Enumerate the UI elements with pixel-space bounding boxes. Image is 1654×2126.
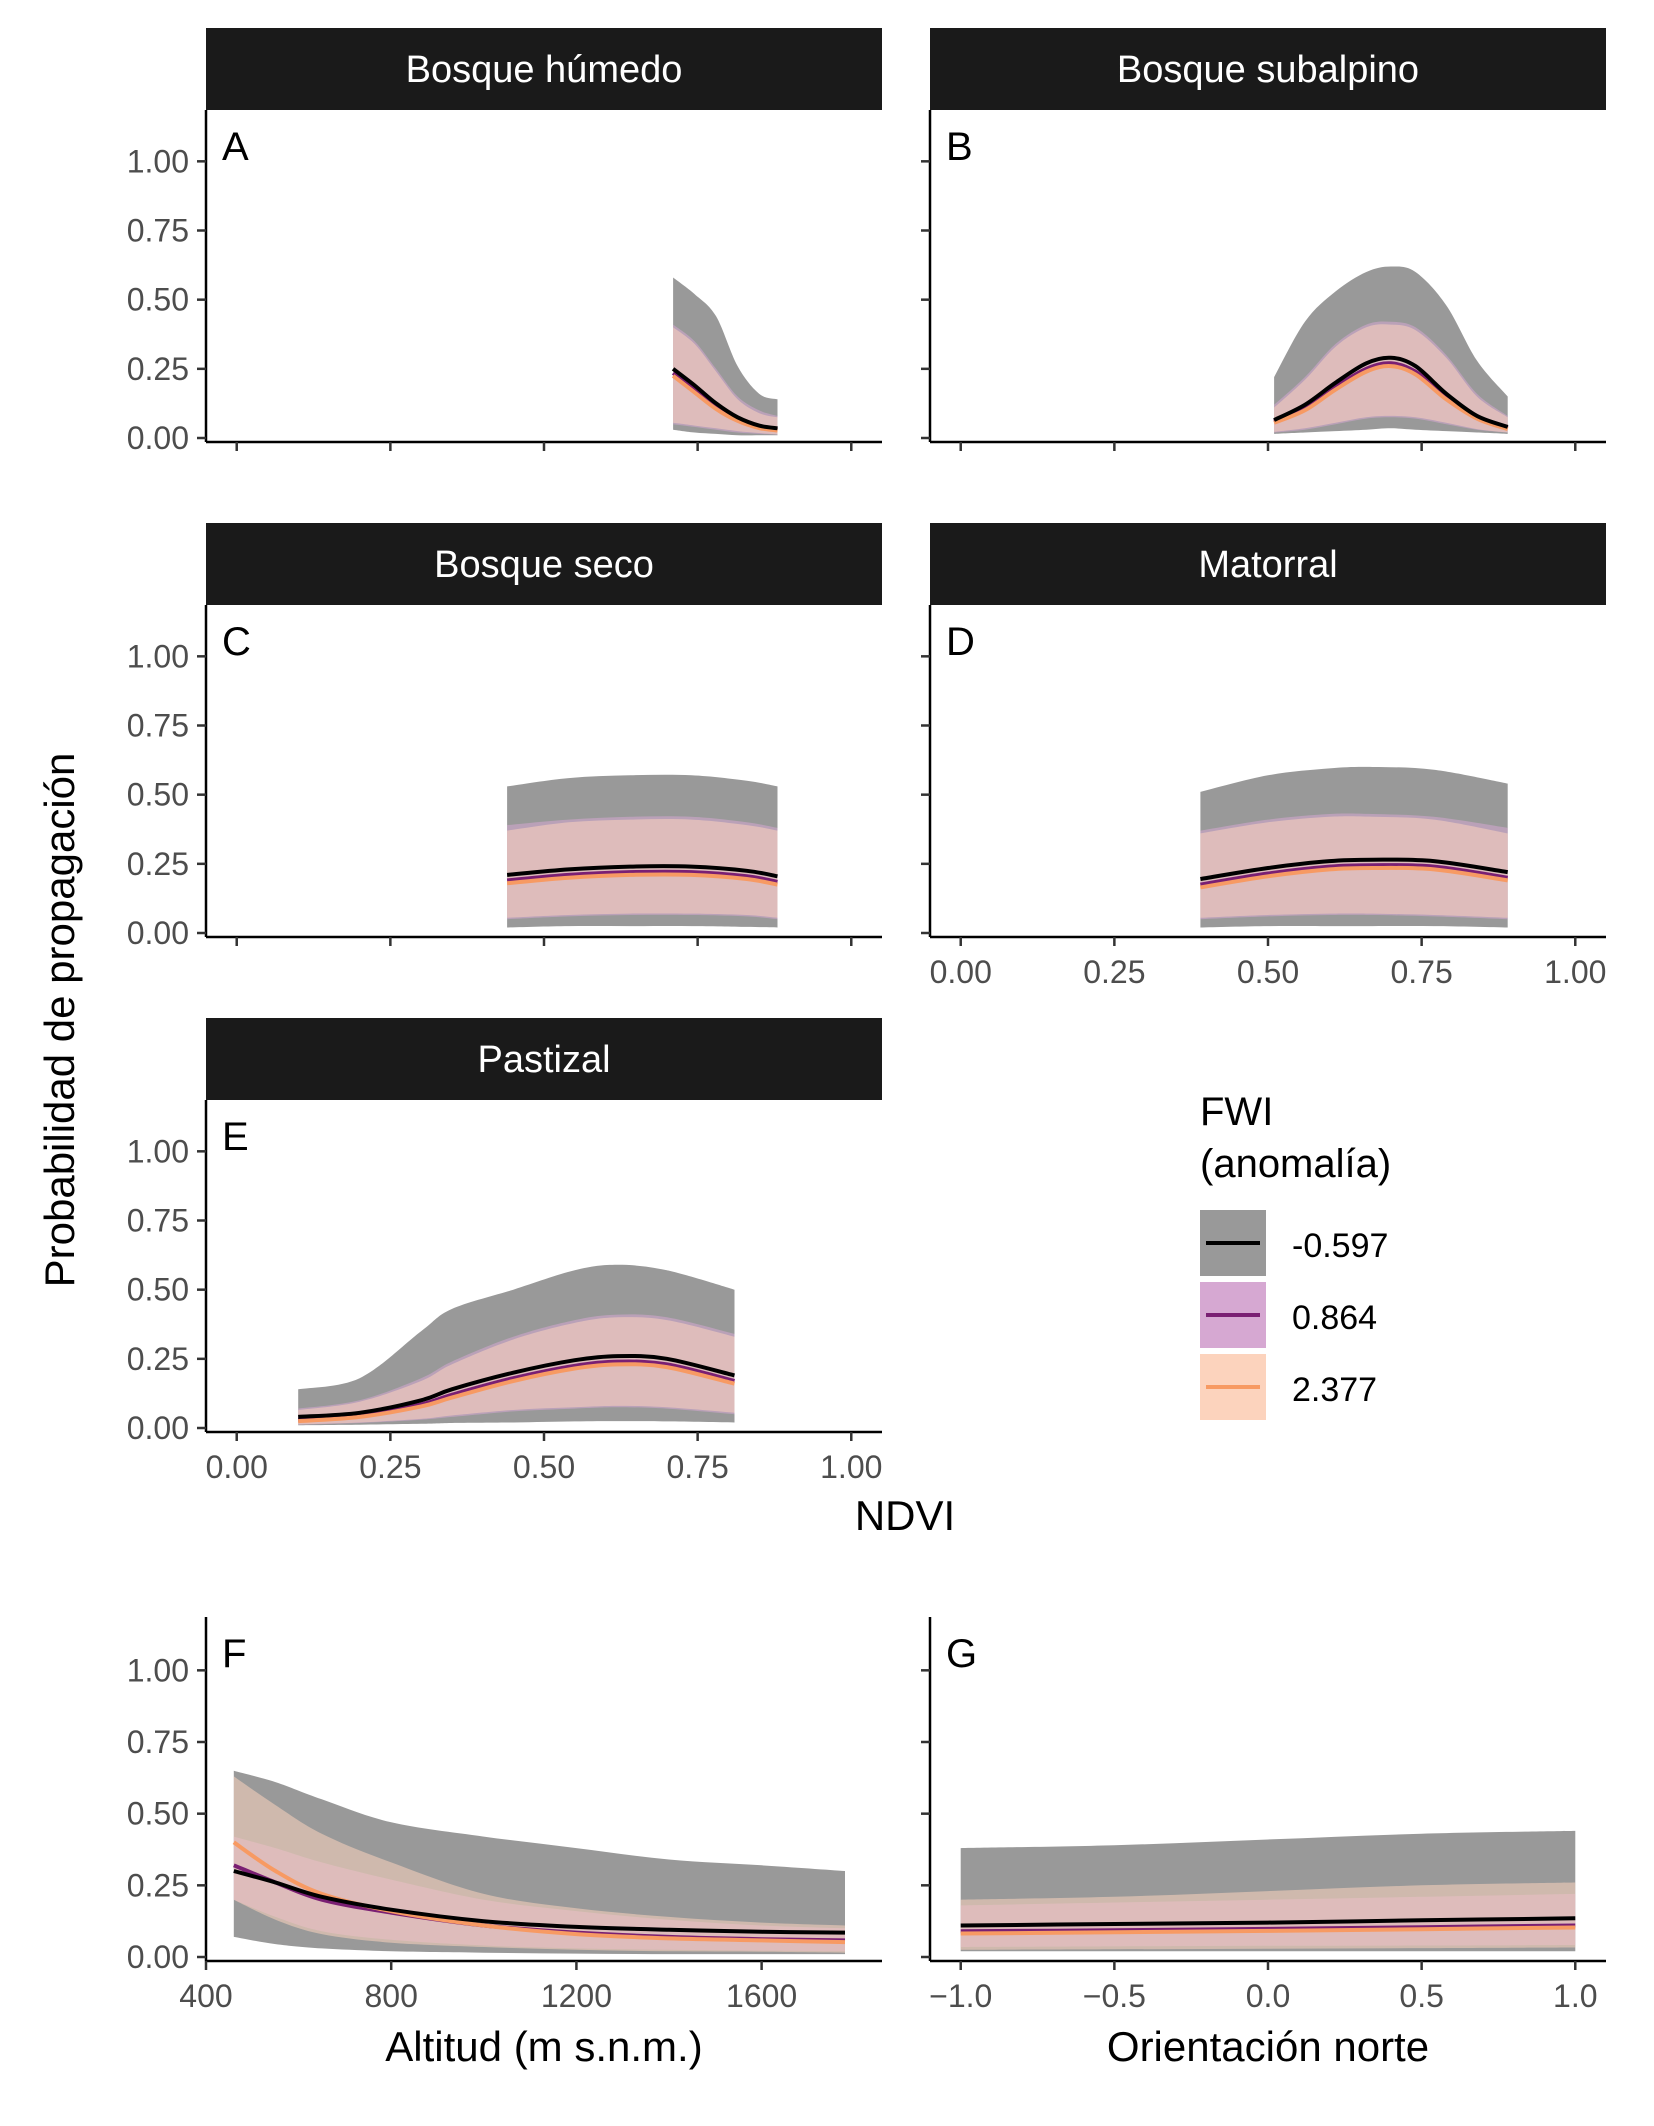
x-tick-label: 1200 — [541, 1978, 612, 2014]
line-2.377 — [298, 1362, 735, 1424]
line--0.597 — [233, 1869, 846, 1935]
panel-b: Bosque subalpino B — [921, 28, 1606, 451]
panel-tag: E — [222, 1115, 249, 1159]
x-tick-label: 1.00 — [1544, 954, 1606, 990]
line-2.377 — [1200, 865, 1508, 890]
strip-background — [206, 28, 882, 110]
panel-f: 0.00 0.25 0.50 0.75 1.00 400 800 1200 1600 F Altit… — [127, 1617, 882, 2070]
legend-title-line-2: (anomalía) — [1200, 1142, 1391, 1186]
y-tick-label: 0.50 — [127, 777, 189, 813]
line-2.377 — [506, 872, 778, 887]
strip-title: Matorral — [1198, 544, 1337, 586]
strip-background — [930, 523, 1606, 605]
x-tick-label: 0.50 — [1237, 954, 1299, 990]
legend-label-3: 2.377 — [1292, 1371, 1377, 1409]
ndvi-axis-title: NDVI — [855, 1492, 955, 1539]
ribbon-2.377 — [673, 327, 778, 435]
panel-tag: C — [222, 620, 251, 664]
y-tick-label: 0.25 — [127, 1867, 189, 1903]
panel-tag: G — [946, 1632, 977, 1676]
y-tick-label: 0.00 — [127, 1410, 189, 1446]
line-0.864 — [506, 869, 778, 884]
line-2.377 — [232, 1840, 846, 1945]
legend-keys — [1200, 1210, 1266, 1420]
x-tick-label: 0.25 — [1083, 954, 1145, 990]
panel-tag: F — [222, 1632, 246, 1676]
line--0.597 — [298, 1353, 735, 1419]
panel-a: Bosque húmedo 0.00 0.25 0.50 0.75 1.00 A — [127, 28, 882, 456]
y-tick-label: 0.00 — [127, 420, 189, 456]
panel-g: −1.0 −0.5 0.0 0.5 1.0 G Orientación norte — [921, 1617, 1606, 2070]
panel-e: Pastizal 0.00 0.25 0.50 0.75 1.00 0.00 0.25 0.50… — [127, 1018, 882, 1485]
x-tick-label: −1.0 — [929, 1978, 992, 2014]
strip-background — [930, 28, 1606, 110]
x-tick-label: 800 — [365, 1978, 418, 2014]
line-2.377 — [1273, 364, 1509, 432]
ribbon-2.377 — [1274, 324, 1508, 433]
panel-c: Bosque seco 0.00 0.25 0.50 0.75 1.00 C — [127, 523, 882, 951]
y-tick-label: 0.75 — [127, 708, 189, 744]
y-tick-label: 1.00 — [127, 1133, 189, 1169]
strip-title: Bosque subalpino — [1117, 49, 1419, 91]
y-tick-label: 1.00 — [127, 143, 189, 179]
y-tick-label: 0.50 — [127, 282, 189, 318]
panel-tag: D — [946, 620, 975, 664]
strip-title: Bosque seco — [434, 544, 654, 586]
ribbon-2.377 — [507, 819, 778, 918]
strip-background — [206, 1018, 882, 1100]
panel-d: Matorral 0.00 0.25 0.50 0.75 1.00 D — [921, 523, 1606, 990]
x-tick-label: 1.0 — [1553, 1978, 1597, 2014]
y-tick-label: 1.00 — [127, 1652, 189, 1688]
x-tick-label: 1.00 — [820, 1449, 882, 1485]
y-tick-label: 0.25 — [127, 846, 189, 882]
y-tick-label: 0.25 — [127, 351, 189, 387]
y-tick-label: 0.50 — [127, 1272, 189, 1308]
x-tick-label: 400 — [179, 1978, 232, 2014]
legend-label-2: 0.864 — [1292, 1299, 1377, 1337]
x-axis-title: Orientación norte — [1107, 2023, 1429, 2070]
x-tick-label: −0.5 — [1083, 1978, 1146, 2014]
line-0.864 — [1200, 863, 1509, 887]
y-tick-label: 0.00 — [127, 1939, 189, 1975]
strip-title: Bosque húmedo — [406, 49, 683, 91]
legend-title-line-1: FWI — [1200, 1090, 1273, 1134]
x-tick-label: 0.00 — [930, 954, 992, 990]
line--0.597 — [960, 1916, 1576, 1928]
y-tick-label: 0.75 — [127, 213, 189, 249]
line--0.597 — [506, 864, 778, 879]
x-tick-label: 0.00 — [206, 1449, 268, 1485]
line--0.597 — [1273, 355, 1509, 429]
y-tick-label: 0.75 — [127, 1724, 189, 1760]
strip-title: Pastizal — [477, 1039, 610, 1081]
y-tick-label: 0.00 — [127, 915, 189, 951]
line-2.377 — [960, 1925, 1576, 1936]
panel-tag: A — [222, 125, 249, 169]
x-tick-label: 1600 — [726, 1978, 797, 2014]
y-axis-title: Probabilidad de propagación — [36, 753, 83, 1288]
x-tick-label: 0.50 — [513, 1449, 575, 1485]
panel-tag: B — [946, 125, 973, 169]
x-tick-label: 0.25 — [359, 1449, 421, 1485]
line-2.377 — [671, 374, 778, 433]
legend: FWI (anomalía) -0.597 0.864 2.377 — [1200, 1090, 1391, 1420]
line--0.597 — [671, 367, 778, 431]
x-tick-label: 0.5 — [1399, 1978, 1443, 2014]
x-tick-label: 0.0 — [1246, 1978, 1290, 2014]
y-tick-label: 0.75 — [127, 1203, 189, 1239]
x-axis-title: Altitud (m s.n.m.) — [385, 2023, 702, 2070]
x-tick-label: 0.75 — [666, 1449, 728, 1485]
y-tick-label: 0.25 — [127, 1341, 189, 1377]
strip-background — [206, 523, 882, 605]
x-tick-label: 0.75 — [1390, 954, 1452, 990]
y-tick-label: 1.00 — [127, 638, 189, 674]
line--0.597 — [1200, 857, 1508, 881]
legend-label-1: -0.597 — [1292, 1227, 1388, 1265]
y-tick-label: 0.50 — [127, 1796, 189, 1832]
